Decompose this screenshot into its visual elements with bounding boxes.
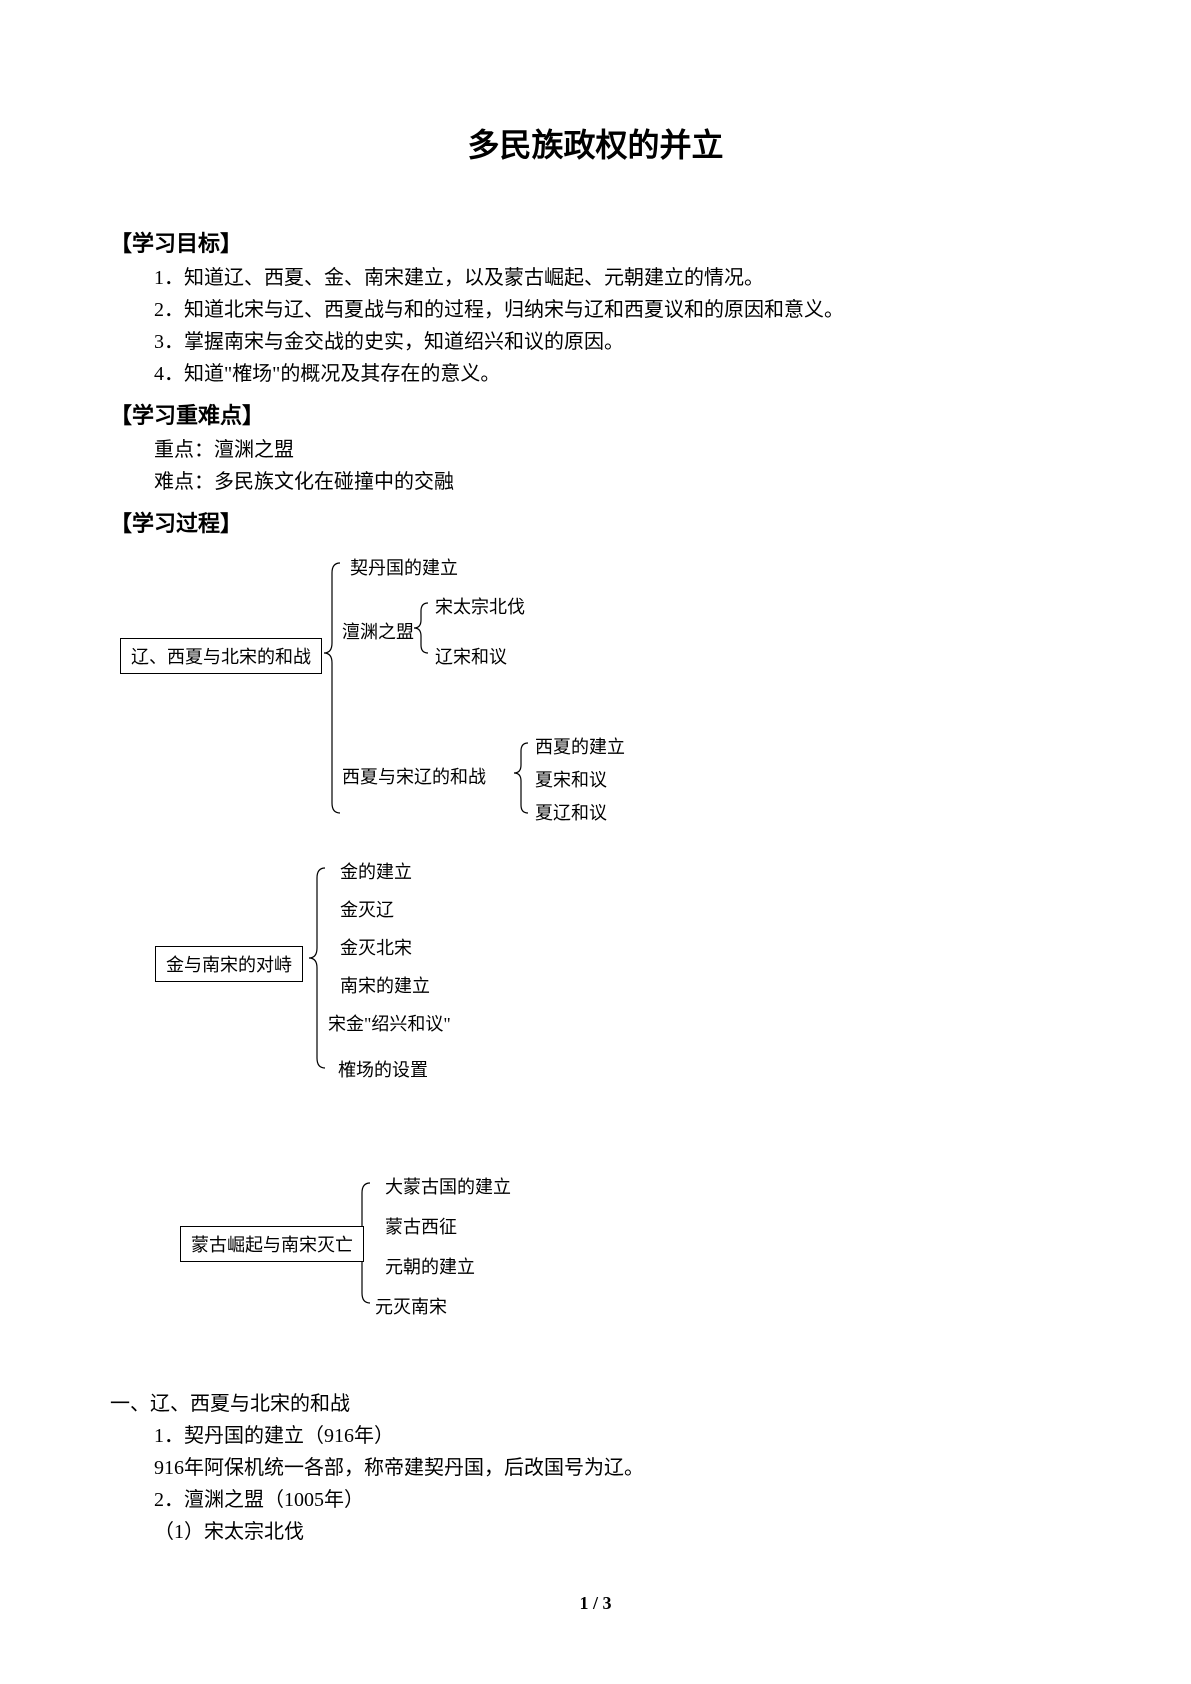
tree-node: 宋金"绍兴和议" (328, 1010, 451, 1036)
tree-node: 夏宋和议 (535, 766, 607, 792)
content-line: （1）宋太宗北伐 (154, 1516, 1081, 1548)
tree-node: 金灭辽 (340, 896, 394, 922)
objective-item: 3．掌握南宋与金交战的史实，知道绍兴和议的原因。 (154, 326, 1081, 358)
tree-root-1: 辽、西夏与北宋的和战 (120, 638, 322, 674)
tree-node: 澶渊之盟 (342, 618, 414, 644)
tree-node: 西夏的建立 (535, 733, 625, 759)
page-number: 1 / 3 (579, 1593, 611, 1614)
tree-node: 南宋的建立 (340, 972, 430, 998)
tree-node: 大蒙古国的建立 (385, 1173, 511, 1199)
tree-root-3: 蒙古崛起与南宋灭亡 (180, 1226, 364, 1262)
tree-node: 元朝的建立 (385, 1253, 475, 1279)
bottom-content: 一、辽、西夏与北宋的和战 1．契丹国的建立（916年） 916年阿保机统一各部，… (110, 1388, 1081, 1548)
objective-item: 4．知道"榷场"的概况及其存在的意义。 (154, 358, 1081, 390)
page-title: 多民族政权的并立 (110, 120, 1081, 166)
tree-node: 元灭南宋 (375, 1293, 447, 1319)
content-line: 1．契丹国的建立（916年） (154, 1420, 1081, 1452)
tree-node: 金的建立 (340, 858, 412, 884)
tree-node: 榷场的设置 (338, 1056, 428, 1082)
tree-node: 西夏与宋辽的和战 (342, 763, 486, 789)
objectives-header: 【学习目标】 (110, 226, 1081, 258)
diagram-area: 辽、西夏与北宋的和战 契丹国的建立 澶渊之盟 宋太宗北伐 辽宋和议 西夏与宋辽的… (110, 548, 1081, 1368)
tree-node: 蒙古西征 (385, 1213, 457, 1239)
key-point: 重点：澶渊之盟 (154, 434, 1081, 466)
objective-item: 1．知道辽、西夏、金、南宋建立，以及蒙古崛起、元朝建立的情况。 (154, 262, 1081, 294)
tree-node: 辽宋和议 (435, 643, 507, 669)
content-line: 2．澶渊之盟（1005年） (154, 1484, 1081, 1516)
content-line: 916年阿保机统一各部，称帝建契丹国，后改国号为辽。 (154, 1452, 1081, 1484)
objective-item: 2．知道北宋与辽、西夏战与和的过程，归纳宋与辽和西夏议和的原因和意义。 (154, 294, 1081, 326)
section-heading: 一、辽、西夏与北宋的和战 (110, 1388, 1081, 1420)
process-header: 【学习过程】 (110, 506, 1081, 538)
difficult-point: 难点：多民族文化在碰撞中的交融 (154, 466, 1081, 498)
tree-node: 夏辽和议 (535, 799, 607, 825)
keydiff-header: 【学习重难点】 (110, 398, 1081, 430)
tree-node: 金灭北宋 (340, 934, 412, 960)
tree-root-2: 金与南宋的对峙 (155, 946, 303, 982)
tree-node: 契丹国的建立 (350, 554, 458, 580)
tree-node: 宋太宗北伐 (435, 593, 525, 619)
